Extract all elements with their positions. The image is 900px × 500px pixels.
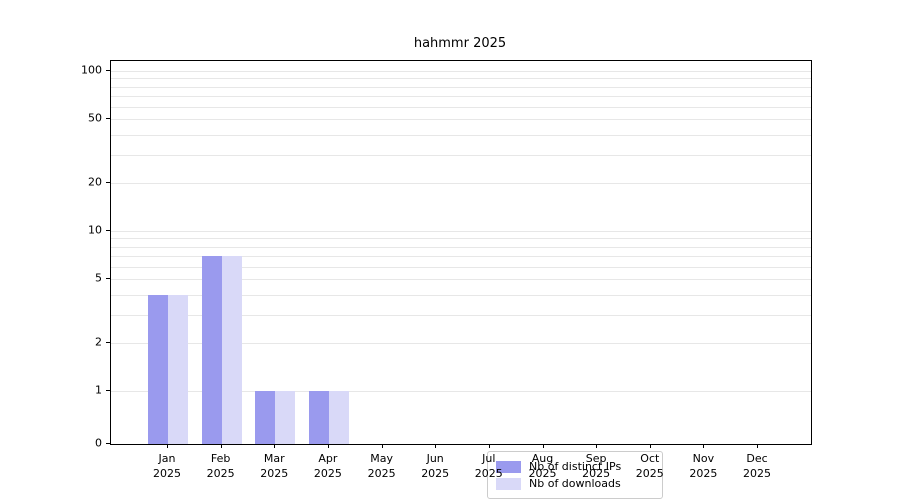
y-tick-label: 0 <box>95 436 102 450</box>
legend-swatch-downloads <box>496 477 521 490</box>
gridline <box>111 342 811 344</box>
x-tick-label: Sep 2025 <box>582 452 611 480</box>
plot-area: Nb of distinct IPs Nb of downloads <box>110 60 812 499</box>
bar-distinct-ips <box>308 391 329 444</box>
x-tick-mark <box>757 444 758 448</box>
bar-downloads <box>168 294 188 444</box>
x-tick-mark <box>703 444 705 448</box>
legend-row: Nb of distinct IPs <box>496 458 654 475</box>
y-tick-mark <box>106 278 110 280</box>
gridline <box>111 231 811 232</box>
x-tick-mark <box>327 444 329 448</box>
gridline <box>111 106 811 108</box>
gridline <box>111 86 811 88</box>
y-tick-label: 50 <box>88 111 102 125</box>
y-tick-mark <box>106 118 110 120</box>
y-tick-label: 10 <box>88 223 102 237</box>
x-tick-mark <box>435 444 437 448</box>
y-tick-mark <box>106 443 110 444</box>
gridline <box>111 71 811 72</box>
gridline <box>111 119 811 121</box>
x-tick-mark <box>381 444 383 448</box>
y-tick-mark <box>106 230 110 231</box>
legend-label-distinct-ips: Nb of distinct IPs <box>529 460 622 473</box>
x-tick-mark <box>542 444 544 448</box>
y-tick-mark <box>106 181 110 183</box>
gridline <box>111 294 811 296</box>
y-tick-label: 20 <box>88 175 102 189</box>
x-tick-mark <box>220 444 222 448</box>
bar-distinct-ips <box>201 255 222 444</box>
x-tick-mark <box>274 444 276 448</box>
y-tick-label: 2 <box>95 335 102 349</box>
gridline <box>111 246 811 248</box>
gridline <box>111 266 811 268</box>
x-tick-label: Feb 2025 <box>206 452 235 480</box>
gridline <box>111 95 811 97</box>
gridline <box>111 255 811 257</box>
y-tick-label: 100 <box>81 63 102 77</box>
x-tick-label: Dec 2025 <box>743 452 771 480</box>
x-tick-label: May 2025 <box>367 452 396 480</box>
x-tick-label: Nov 2025 <box>689 452 718 480</box>
gridline <box>111 279 811 281</box>
bar-distinct-ips <box>255 391 276 444</box>
y-tick-label: 1 <box>95 383 102 397</box>
legend-swatch-distinct-ips <box>496 460 521 473</box>
x-axis-tick-labels: Jan 2025 Feb 2025 Mar 2025 Apr 2025 May 2025 Jun 20… <box>110 451 810 485</box>
bar-downloads <box>275 391 296 444</box>
x-tick-mark <box>649 444 651 448</box>
x-tick-label: Aug 2025 <box>528 452 557 480</box>
gridline <box>111 182 811 184</box>
legend-row: Nb of downloads <box>496 475 654 492</box>
y-tick-mark <box>106 341 110 343</box>
x-tick-label: Jan 2025 <box>153 452 181 480</box>
bar-downloads <box>328 391 349 444</box>
x-tick-mark <box>488 444 490 448</box>
gridline <box>111 314 811 316</box>
x-tick-mark <box>596 444 598 448</box>
gridline <box>111 134 811 136</box>
legend: Nb of distinct IPs Nb of downloads <box>487 451 663 499</box>
x-tick-label: Apr 2025 <box>313 452 342 480</box>
gridline <box>111 154 811 156</box>
gridline <box>111 78 811 80</box>
y-axis-tick-labels: 0 1 2 5 10 20 50 100 <box>50 60 102 450</box>
x-tick-label: Oct 2025 <box>635 452 664 480</box>
x-tick-mark <box>167 444 168 448</box>
legend-label-downloads: Nb of downloads <box>529 477 621 490</box>
chart-title: hahmmr 2025 <box>413 36 507 51</box>
y-tick-mark <box>106 390 110 391</box>
x-tick-label: Mar 2025 <box>260 452 289 480</box>
gridline <box>111 391 811 392</box>
bar-distinct-ips <box>148 294 168 444</box>
y-tick-mark <box>106 70 110 71</box>
x-tick-label: Jul 2025 <box>474 452 503 480</box>
y-tick-label: 5 <box>95 271 102 285</box>
bar-downloads <box>221 255 242 444</box>
gridline <box>111 238 811 240</box>
x-tick-label: Jun 2025 <box>421 452 450 480</box>
